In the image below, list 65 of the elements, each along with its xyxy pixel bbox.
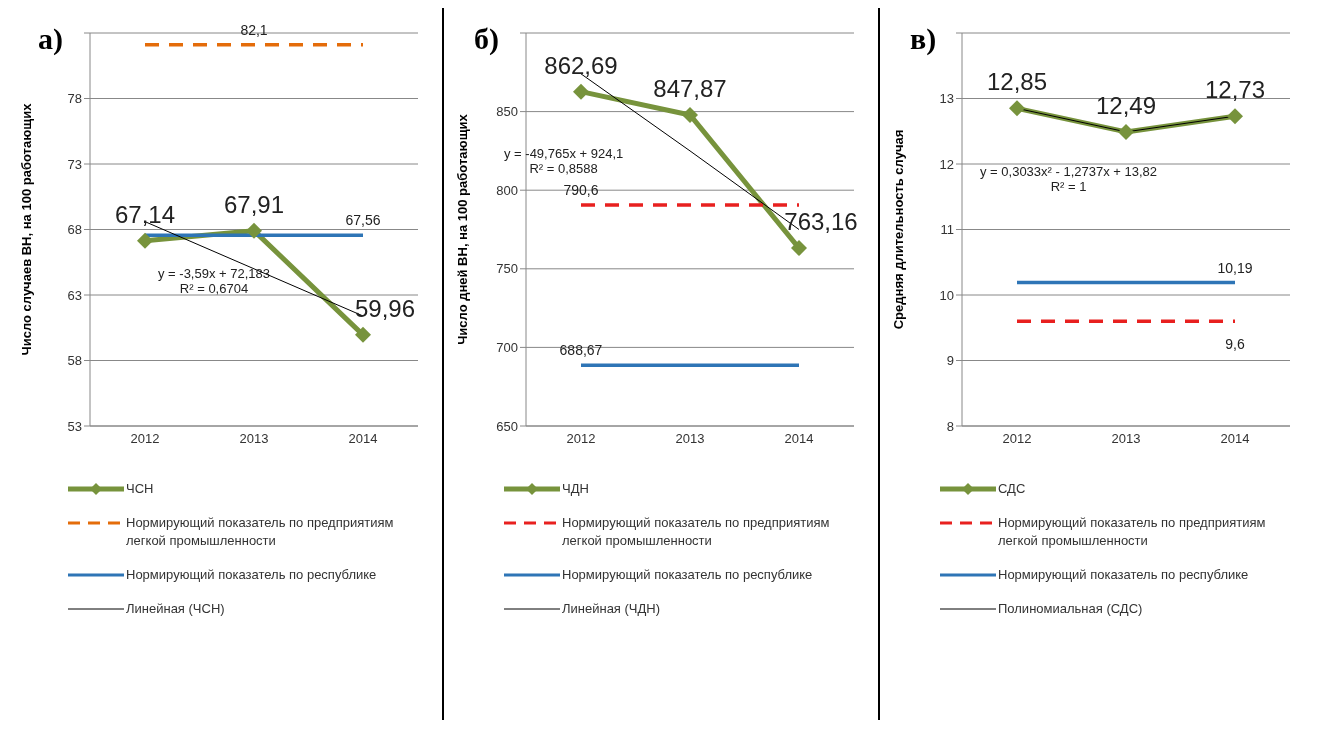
y-axis-title: Число дней ВН, на 100 работающих xyxy=(454,113,470,345)
legend-label: ЧДН xyxy=(562,480,589,498)
data-label: 688,67 xyxy=(559,342,603,359)
legend-label: Полиномиальная (СДС) xyxy=(998,600,1143,618)
legend-label: Нормирующий показатель по предприятиям легкой промышленности xyxy=(126,514,395,550)
y-tick-label: 58 xyxy=(67,353,82,369)
legend-label: Нормирующий показатель по предприятиям легкой промышленности xyxy=(998,514,1267,550)
chart-title: в) xyxy=(910,22,937,56)
data-label: 10,19 xyxy=(1217,259,1253,276)
annotation: R² = 0,8588 xyxy=(528,161,599,176)
annotation: y = 0,3033x² - 1,2737x + 13,82 xyxy=(980,164,1158,179)
y-tick-label: 9 xyxy=(946,353,954,369)
data-label: 59,96 xyxy=(354,294,416,322)
data-label: 790,6 xyxy=(563,181,599,198)
y-tick-label: 10 xyxy=(939,287,954,303)
data-label: 763,16 xyxy=(784,208,858,236)
data-label: 67,14 xyxy=(114,200,176,228)
x-tick-label: 2012 xyxy=(130,431,160,447)
x-tick-label: 2014 xyxy=(784,431,814,447)
x-tick-label: 2013 xyxy=(1111,431,1141,447)
legend-label: Нормирующий показатель по республике xyxy=(998,566,1249,584)
y-tick-label: 850 xyxy=(496,104,518,120)
legend-label: Нормирующий показатель по республике xyxy=(562,566,813,584)
data-label: 67,91 xyxy=(223,190,285,218)
legend-label: Нормирующий показатель по предприятиям легкой промышленности xyxy=(562,514,831,550)
annotation: R² = 1 xyxy=(1049,179,1088,194)
y-tick-label: 800 xyxy=(496,182,518,198)
y-tick-label: 73 xyxy=(67,156,82,172)
y-axis-title: Число случаев ВН, на 100 работающих xyxy=(18,102,34,356)
data-label: 12,85 xyxy=(986,68,1048,96)
y-tick-label: 53 xyxy=(67,418,82,434)
y-tick-label: 750 xyxy=(496,261,518,277)
x-tick-label: 2013 xyxy=(239,431,269,447)
x-tick-label: 2012 xyxy=(566,431,596,447)
y-tick-label: 8 xyxy=(946,418,954,434)
y-tick-label: 68 xyxy=(67,222,82,238)
annotation: y = -3,59x + 72,183 xyxy=(158,266,271,281)
data-label: 862,69 xyxy=(544,51,618,79)
y-axis-title: Средняя длительность случая xyxy=(890,129,906,330)
y-tick-label: 78 xyxy=(67,91,82,107)
data-label: 847,87 xyxy=(653,74,727,102)
data-label: 82,1 xyxy=(240,21,268,38)
annotation: R² = 0,6704 xyxy=(178,281,250,296)
chart-title: а) xyxy=(38,22,63,56)
y-tick-label: 650 xyxy=(496,418,518,434)
y-tick-label: 13 xyxy=(939,91,954,107)
data-label: 67,56 xyxy=(345,212,381,229)
legend-label: Нормирующий показатель по республике xyxy=(126,566,377,584)
legend-label: СДС xyxy=(998,480,1026,498)
chart-title: б) xyxy=(474,22,499,56)
annotation: y = -49,765x + 924,1 xyxy=(504,146,624,161)
legend-label: Линейная (ЧДН) xyxy=(562,600,661,618)
data-label: 12,73 xyxy=(1204,76,1266,104)
x-tick-label: 2014 xyxy=(348,431,378,447)
y-tick-label: 63 xyxy=(67,287,82,303)
y-tick-label: 11 xyxy=(940,222,954,238)
x-tick-label: 2012 xyxy=(1002,431,1032,447)
legend-label: Линейная (ЧСН) xyxy=(126,600,225,618)
data-label: 12,49 xyxy=(1095,91,1157,119)
x-tick-label: 2014 xyxy=(1220,431,1250,447)
y-tick-label: 700 xyxy=(496,340,518,356)
legend-label: ЧСН xyxy=(126,480,154,498)
y-tick-label: 12 xyxy=(939,156,954,172)
x-tick-label: 2013 xyxy=(675,431,705,447)
data-label: 9,6 xyxy=(1225,336,1245,353)
